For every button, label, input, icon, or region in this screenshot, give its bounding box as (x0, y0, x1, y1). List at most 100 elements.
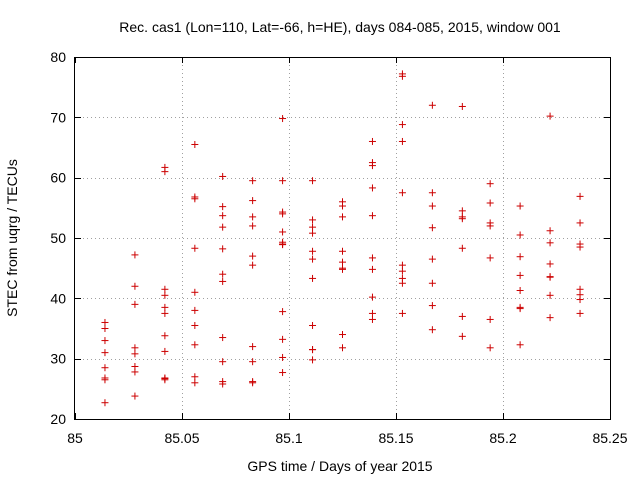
x-axis-label: GPS time / Days of year 2015 (247, 458, 432, 474)
data-point (368, 137, 376, 145)
data-point (486, 180, 494, 188)
data-point (249, 213, 257, 221)
data-point (546, 239, 554, 247)
grid-lines (75, 57, 610, 419)
data-point (101, 318, 109, 326)
data-point (576, 219, 584, 227)
data-point (309, 274, 317, 282)
data-point (368, 254, 376, 262)
tick-labels: 85 85.05 85.1 85.15 85.2 85.25 20 30 40 50 60 70 80 (50, 49, 627, 446)
data-point (161, 375, 169, 383)
data-point (368, 309, 376, 317)
data-point (249, 177, 257, 185)
data-point (161, 168, 169, 176)
data-point (576, 309, 584, 317)
x-tick-label: 85 (67, 430, 83, 446)
data-point (131, 350, 139, 358)
data-point (516, 286, 524, 294)
y-axis-label: STEC from uqrg / TECUs (4, 159, 20, 317)
data-point (339, 258, 346, 266)
data-point (546, 273, 554, 281)
data-point (368, 212, 376, 220)
data-point (309, 216, 317, 224)
data-point (368, 293, 376, 301)
data-point (279, 369, 287, 377)
data-point (219, 212, 227, 220)
data-point (398, 121, 406, 129)
data-point (428, 255, 436, 263)
data-point (458, 215, 466, 223)
data-point (546, 227, 554, 235)
data-point (219, 380, 227, 388)
data-point (458, 312, 466, 320)
x-tick-label: 85.25 (592, 430, 627, 446)
y-tick-label: 50 (50, 230, 66, 246)
data-point (309, 321, 317, 329)
y-tick-label: 20 (50, 411, 66, 427)
data-point (131, 368, 139, 376)
data-point (279, 210, 287, 218)
data-point (458, 332, 466, 340)
data-point (546, 291, 554, 299)
data-point (279, 240, 287, 248)
plot-frame (74, 57, 611, 420)
data-point (161, 285, 169, 293)
x-tick-label: 85.15 (378, 430, 413, 446)
data-point (249, 222, 257, 230)
data-point (398, 267, 406, 275)
data-point (191, 288, 199, 296)
data-point (546, 260, 554, 268)
data-point (309, 247, 317, 255)
data-point (249, 261, 257, 269)
data-point (428, 302, 436, 310)
data-point (486, 254, 494, 262)
data-point (101, 399, 109, 407)
data-points (101, 70, 584, 407)
data-point (428, 189, 436, 197)
data-point (279, 177, 287, 185)
data-point (486, 222, 494, 230)
chart-title: Rec. cas1 (Lon=110, Lat=-66, h=HE), days… (119, 19, 561, 35)
data-point (368, 315, 376, 323)
data-point (398, 261, 406, 269)
data-point (101, 325, 109, 332)
y-tick-label: 70 (50, 109, 66, 125)
x-tick-label: 85.05 (164, 430, 199, 446)
data-point (309, 223, 317, 231)
data-point (309, 177, 317, 185)
data-point (279, 115, 287, 123)
data-point (398, 189, 406, 197)
data-point (546, 314, 554, 322)
data-point (191, 373, 199, 381)
y-tick-label: 60 (50, 170, 66, 186)
data-point (339, 331, 346, 339)
data-point (398, 137, 406, 145)
data-point (191, 379, 199, 387)
data-point (219, 358, 227, 366)
data-point (161, 291, 169, 299)
data-point (131, 344, 139, 352)
data-point (219, 245, 227, 253)
x-tick-label: 85.1 (275, 430, 302, 446)
data-point (101, 376, 109, 384)
data-point (131, 282, 139, 290)
data-point (101, 337, 109, 345)
data-point (219, 172, 227, 180)
data-point (249, 252, 257, 260)
data-point (191, 306, 199, 314)
data-point (339, 265, 346, 273)
data-point (339, 213, 346, 221)
data-point (131, 300, 139, 308)
data-point (398, 309, 406, 317)
data-point (486, 344, 494, 352)
data-point (428, 326, 436, 334)
data-point (516, 271, 524, 279)
data-point (101, 364, 109, 372)
data-point (428, 202, 436, 210)
data-point (576, 296, 584, 304)
data-point (576, 192, 584, 200)
data-point (279, 335, 287, 343)
data-point (458, 244, 466, 252)
data-point (161, 303, 169, 311)
